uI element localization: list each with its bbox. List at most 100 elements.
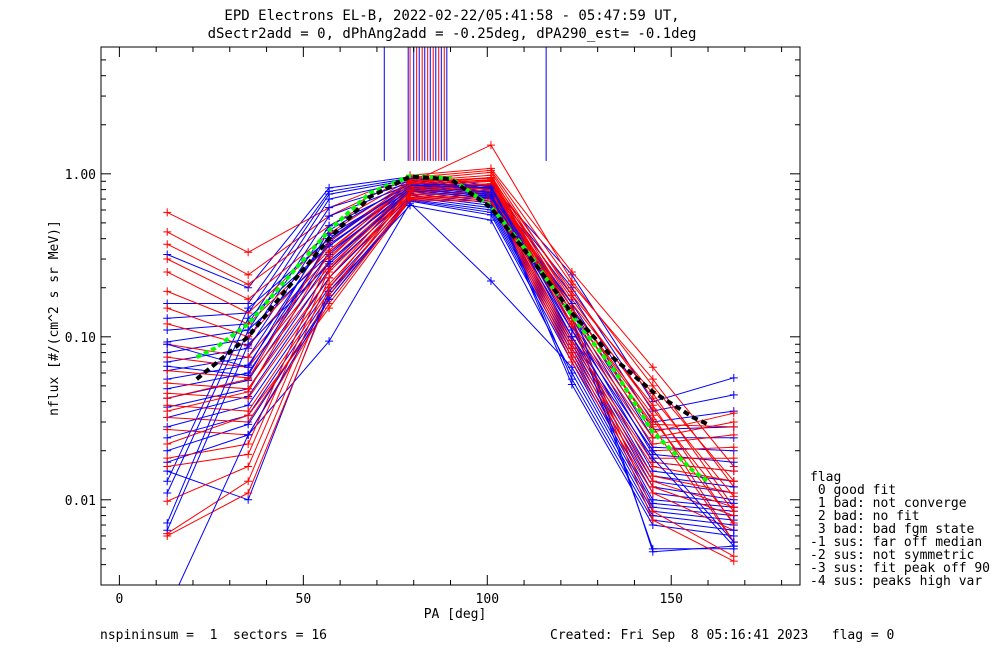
red-series-13-line [167, 194, 734, 494]
red-series-23-point-2 [325, 248, 334, 257]
blue-series-21-point-6 [648, 544, 657, 553]
red-series-17-point-0 [163, 454, 172, 463]
x-tick-label-0: 0 [115, 592, 123, 607]
legend-item-7: -4 sus: peaks high var [810, 574, 982, 589]
red-series-23-point-1 [244, 387, 253, 396]
blue-series-20-point-1 [244, 326, 253, 335]
red-series-1-point-1 [244, 270, 253, 279]
blue-series-23-point-1 [244, 371, 253, 380]
blue-series-1-point-7 [729, 390, 738, 399]
red-series-3-point-1 [244, 295, 253, 304]
blue-series-5-point-2 [325, 212, 334, 221]
blue-series-21-point-1 [244, 340, 253, 349]
red-series-11-point-0 [163, 379, 172, 388]
blue-series-16-point-2 [325, 337, 334, 346]
blue-series-21-line [166, 189, 734, 550]
red-series-17-point-7 [729, 477, 738, 486]
blue-series-15-point-1 [244, 420, 253, 429]
red-series-11-point-7 [729, 467, 738, 476]
blue-series-15-point-0 [163, 446, 172, 455]
red-series-23-point-5 [567, 319, 576, 328]
red-series-19-point-1 [244, 462, 253, 471]
footer-right: Created: Fri Sep 8 05:16:41 2023 flag = … [550, 628, 894, 643]
x-tick-label-100: 100 [476, 592, 499, 607]
red-series-18-point-6 [648, 394, 657, 403]
red-series-18-point-0 [163, 462, 172, 471]
plot-lines [163, 47, 738, 585]
red-series-0-point-0 [163, 208, 172, 217]
blue-steep-series-point-1 [244, 430, 253, 439]
blue-series-23-point-7 [729, 542, 738, 551]
red-series-16-point-6 [648, 489, 657, 498]
red-series-8-point-1 [244, 353, 253, 362]
red-series-2-point-0 [163, 240, 172, 249]
red-series-9-point-0 [163, 353, 172, 362]
legend-item-6: -3 sus: fit peak off 90 [810, 561, 990, 576]
red-series-0-point-1 [244, 248, 253, 257]
red-series-18-point-1 [244, 450, 253, 459]
red-series-6-point-7 [729, 409, 738, 418]
blue-series-9-line [167, 190, 734, 488]
red-series-10-point-7 [729, 454, 738, 463]
red-series-1-point-0 [163, 227, 172, 236]
red-series-15-point-0 [163, 425, 172, 434]
red-series-23-point-3 [406, 179, 415, 188]
legend-item-4: -1 sus: far off median [810, 535, 982, 550]
legend-item-5: -2 sus: not symmetric [810, 548, 974, 563]
legend: flag 0 good fit 1 bad: not converge 2 ba… [810, 470, 990, 589]
blue-series-15-line [167, 200, 734, 517]
red-series-20-point-2 [325, 283, 334, 292]
red-series-16-point-5 [567, 358, 576, 367]
fit-curve [195, 174, 709, 427]
red-series-8-line [167, 184, 734, 445]
x-tick-label-50: 50 [296, 592, 312, 607]
blue-series-23-point-4 [486, 183, 495, 192]
red-series-16-line [167, 199, 735, 531]
red-series-21-point-1 [244, 489, 253, 498]
red-series-15-line [167, 198, 734, 517]
blue-series-18-point-0 [163, 477, 172, 486]
red-series-23-point-4 [486, 176, 495, 185]
blue-series-16-point-4 [486, 276, 495, 285]
red-series-4-point-0 [163, 267, 172, 276]
red-series-8-point-7 [729, 430, 738, 439]
blue-series-23-line [167, 184, 735, 547]
blue-series-13-line [167, 198, 734, 508]
blue-series-21-point-4 [486, 194, 495, 203]
red-series-6-point-0 [163, 304, 172, 313]
blue-series-22-point-1 [244, 363, 253, 372]
legend-item-3: 3 bad: bad fgm state [810, 522, 975, 537]
red-series-1-line [166, 169, 735, 488]
blue-steep-series [178, 295, 334, 585]
blue-series-17-point-1 [244, 495, 253, 504]
red-series-3 [163, 171, 738, 530]
red-series-19-point-6 [648, 405, 657, 414]
red-series-17-point-6 [648, 381, 657, 390]
blue-series-4-point-2 [325, 203, 334, 212]
legend-title: flag [810, 470, 841, 485]
chart-title: EPD Electrons EL-B, 2022-02-22/05:41:58 … [224, 8, 679, 24]
red-series-16-point-2 [325, 304, 334, 313]
red-series-20-point-6 [648, 415, 657, 424]
plot-axes: 0 50 100 150 0.01 0.10 1.00 [65, 46, 801, 607]
red-series-22-line [167, 177, 735, 557]
red-series-23-point-7 [729, 557, 738, 566]
red-series-3-point-0 [163, 255, 172, 264]
blue-series-16 [163, 199, 738, 525]
legend-item-2: 2 bad: no fit [810, 509, 920, 524]
blue-series-22-point-0 [163, 340, 172, 349]
red-series-23-line [167, 179, 735, 562]
blue-series-19-point-5 [567, 380, 576, 389]
legend-item-1: 1 bad: not converge [810, 496, 967, 511]
legend-item-0: 0 good fit [810, 483, 896, 498]
red-series-20-point-7 [729, 519, 738, 528]
red-series-22-point-6 [648, 507, 657, 516]
y-tick-label-2: 1.00 [65, 168, 96, 183]
red-series-16-point-1 [244, 411, 253, 420]
blue-steep-series-point-2 [325, 295, 334, 304]
blue-series-22-line [167, 183, 735, 543]
red-series-21-point-0 [163, 531, 172, 540]
blue-series-3-point-2 [325, 195, 334, 204]
red-series-2-point-1 [244, 280, 253, 289]
red-series-16-point-0 [163, 439, 172, 448]
